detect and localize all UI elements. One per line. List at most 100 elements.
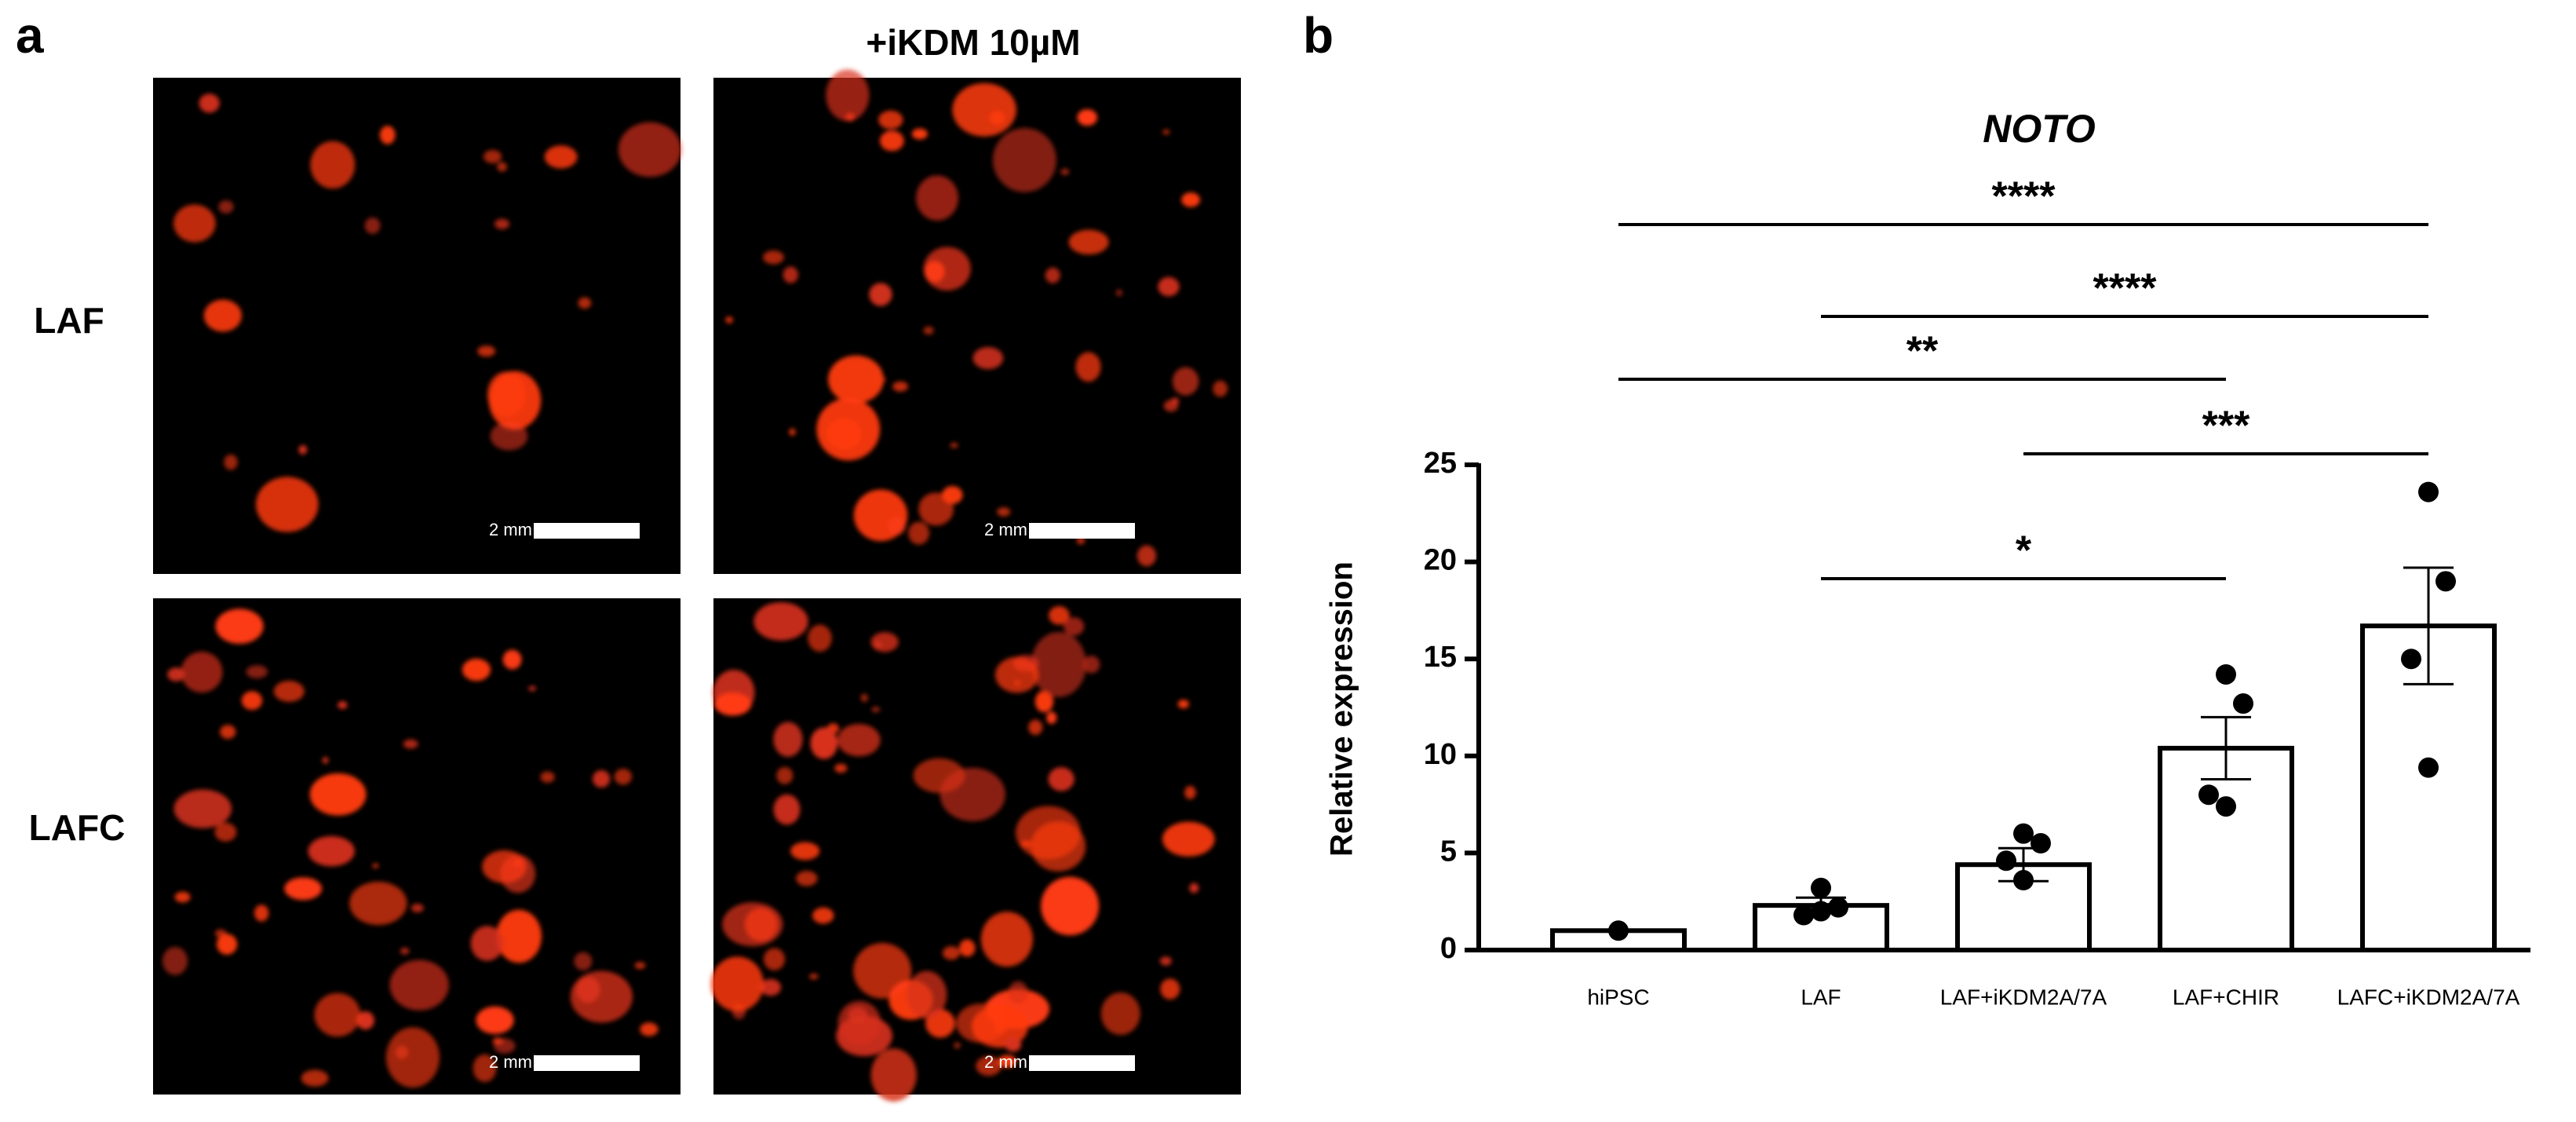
cell — [776, 766, 794, 784]
cell — [907, 970, 947, 1019]
cell — [578, 297, 592, 309]
cell — [1075, 352, 1101, 382]
cell — [540, 771, 555, 783]
cell — [220, 725, 236, 740]
cell — [753, 602, 808, 641]
cell — [502, 649, 522, 670]
cell — [1031, 631, 1086, 697]
cell — [783, 266, 798, 283]
cell — [1045, 267, 1060, 283]
scale-bar — [534, 523, 640, 539]
cell — [826, 69, 870, 121]
column-label: +iKDM 10µM — [866, 22, 1080, 63]
data-point — [2233, 693, 2253, 714]
cell — [853, 489, 908, 542]
cell — [284, 877, 323, 901]
scale-bar-label: 2 mm — [984, 520, 1027, 539]
cell — [878, 110, 903, 130]
cell — [892, 381, 908, 392]
y-tick-label: 5 — [1440, 835, 1457, 868]
cell — [1060, 168, 1070, 175]
cell — [310, 141, 356, 189]
cell — [763, 948, 786, 970]
cell — [836, 1015, 892, 1057]
data-point — [2216, 663, 2236, 685]
cell — [1115, 289, 1123, 297]
cell — [1172, 367, 1199, 396]
cell — [942, 946, 961, 960]
cell — [574, 952, 593, 970]
cell — [400, 947, 410, 955]
cell — [869, 283, 892, 306]
cell — [725, 316, 734, 323]
cell — [1049, 605, 1070, 625]
cell — [1100, 992, 1140, 1036]
cell — [634, 962, 646, 970]
cell — [482, 850, 527, 883]
cell — [940, 767, 1005, 821]
cell — [1159, 956, 1172, 966]
cell — [796, 871, 818, 886]
cell — [218, 200, 234, 214]
cell — [349, 881, 407, 926]
cell — [1137, 545, 1156, 567]
cell — [911, 128, 928, 140]
data-point — [1828, 897, 1848, 918]
significance-label: *** — [2202, 404, 2250, 449]
cell — [853, 943, 912, 999]
cell — [812, 907, 834, 924]
cell — [1034, 690, 1054, 713]
cell — [972, 347, 1004, 370]
cell — [942, 485, 963, 504]
cell — [273, 681, 305, 702]
cell — [997, 507, 1011, 517]
cell — [760, 978, 782, 996]
cell — [173, 789, 232, 828]
y-axis-label: Relative expression — [1325, 561, 1359, 857]
cell — [544, 145, 578, 169]
cell — [989, 111, 1005, 126]
y-tick-label: 15 — [1424, 641, 1457, 674]
cell — [246, 665, 268, 679]
cell — [994, 656, 1039, 693]
cell — [1041, 876, 1100, 936]
cell — [763, 250, 784, 265]
cell — [167, 667, 185, 682]
cell — [241, 691, 263, 711]
significance-label: **** — [2093, 266, 2158, 312]
data-point — [2401, 649, 2421, 670]
cell — [710, 956, 764, 1011]
cells — [173, 93, 682, 532]
x-tick-label: LAF+iKDM2A/7A — [1940, 985, 2107, 1009]
cell — [908, 521, 930, 545]
cell — [1048, 767, 1075, 791]
cell — [1189, 883, 1199, 894]
cell — [1063, 617, 1085, 636]
cell — [1162, 130, 1170, 135]
scale-bar — [1029, 1055, 1135, 1071]
row-label: LAFC — [29, 807, 126, 848]
chart-title: NOTO — [1983, 107, 2096, 151]
scale-bar-label: 2 mm — [984, 1052, 1027, 1072]
cell — [998, 1054, 1017, 1068]
y-tick-label: 25 — [1424, 447, 1457, 480]
data-point — [1996, 850, 2016, 872]
cell — [992, 128, 1056, 192]
cell — [1181, 192, 1201, 207]
cell — [379, 126, 396, 144]
cell — [494, 1038, 516, 1054]
cell — [1016, 806, 1081, 860]
cell — [356, 1011, 374, 1030]
cell — [925, 261, 945, 283]
panel-letter: b — [1303, 7, 1334, 64]
data-point — [2013, 823, 2034, 844]
cell — [923, 326, 934, 335]
cell — [816, 398, 881, 461]
data-point — [2198, 784, 2219, 806]
y-tick-label: 10 — [1424, 738, 1457, 771]
cell — [834, 763, 848, 773]
data-point — [2013, 870, 2034, 891]
cell — [301, 1069, 329, 1087]
cell — [224, 454, 238, 470]
cell — [470, 926, 504, 961]
